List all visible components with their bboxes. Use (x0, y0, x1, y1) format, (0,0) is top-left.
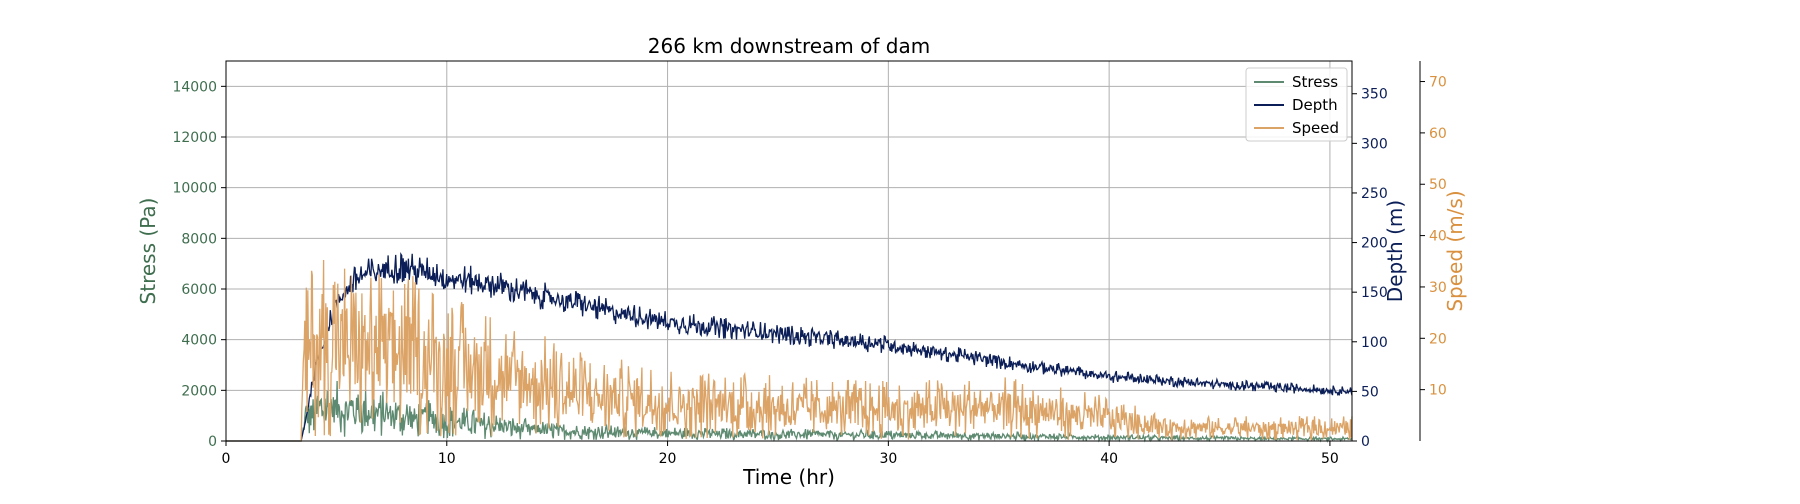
speed-axis-label: Speed (m/s) (1443, 190, 1467, 311)
stress-tick-label: 10000 (172, 181, 217, 197)
depth-tick-label: 350 (1361, 87, 1388, 103)
x-tick-label: 30 (879, 451, 897, 467)
depth-tick-label: 150 (1361, 285, 1388, 301)
x-tick-label: 50 (1321, 451, 1339, 467)
depth-tick-label: 300 (1361, 136, 1388, 152)
stress-tick-label: 0 (208, 434, 217, 450)
plot-frame (225, 60, 1353, 442)
stress-tick-label: 8000 (181, 231, 217, 247)
speed-tick-label: 40 (1429, 229, 1447, 245)
stress-tick-label: 6000 (181, 282, 217, 298)
stress-tick-label: 2000 (181, 383, 217, 399)
stress-tick-label: 12000 (172, 130, 217, 146)
legend: Stress Depth Speed (1245, 67, 1348, 142)
x-tick-label: 40 (1100, 451, 1118, 467)
legend-label-speed: Speed (1292, 119, 1339, 137)
series-line-speed (226, 259, 1353, 442)
x-tick-label: 20 (659, 451, 677, 467)
stress-tick-label: 4000 (181, 333, 217, 349)
legend-label-stress: Stress (1292, 73, 1338, 91)
depth-tick-label: 50 (1361, 384, 1379, 400)
legend-box (1245, 67, 1348, 142)
speed-tick-label: 50 (1429, 177, 1447, 193)
speed-tick-label: 30 (1429, 280, 1447, 296)
depth-tick-label: 0 (1361, 434, 1370, 450)
series-layer (226, 252, 1353, 444)
speed-tick-label: 20 (1429, 331, 1447, 347)
stress-tick-label: 14000 (172, 79, 217, 95)
x-axis-label: Time (hr) (742, 465, 835, 489)
x-tick-label: 10 (438, 451, 456, 467)
x-tick-label: 0 (222, 451, 231, 467)
speed-tick-label: 60 (1429, 126, 1447, 142)
depth-tick-label: 250 (1361, 186, 1388, 202)
speed-tick-label: 70 (1429, 75, 1447, 91)
speed-tick-label: 10 (1429, 383, 1447, 399)
depth-tick-label: 200 (1361, 236, 1388, 252)
chart-title: 266 km downstream of dam (648, 34, 930, 58)
legend-label-depth: Depth (1292, 96, 1338, 114)
series-line-stress (226, 380, 1353, 444)
depth-axis-label: Depth (m) (1383, 200, 1407, 302)
stress-axis-label: Stress (Pa) (136, 198, 160, 305)
axes-layer: 0 10 20 30 40 5002000400060008000100001200014… (136, 60, 1467, 467)
series-line-depth (226, 252, 1353, 442)
depth-tick-label: 100 (1361, 335, 1388, 351)
